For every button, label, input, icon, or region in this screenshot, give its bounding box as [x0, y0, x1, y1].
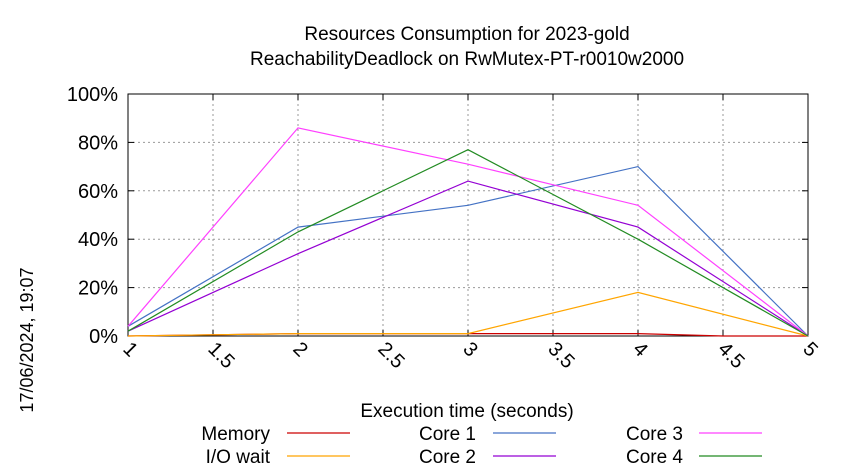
y-tick-label: 100%: [67, 84, 118, 106]
chart-title-line-2: ReachabilityDeadlock on RwMutex-PT-r0010…: [250, 49, 684, 70]
y-tick-label: 60%: [78, 181, 118, 203]
x-tick-label: 5: [798, 338, 821, 361]
x-tick-label: 4.5: [713, 338, 748, 373]
chart-title-line-1: Resources Consumption for 2023-gold: [304, 24, 629, 45]
x-tick-label: 1: [118, 338, 141, 361]
y-axis-ticks: 0% 20% 40% 60% 80% 100%: [67, 84, 808, 348]
series-line-core-1: [127, 165, 809, 337]
grid-lines: [127, 93, 809, 337]
series-line-core-2: [127, 180, 809, 337]
x-tick-label: 4: [628, 338, 651, 361]
x-tick-label: 3.5: [543, 338, 578, 373]
data-series: [127, 127, 809, 337]
legend-label-core-2: Core 2: [419, 447, 476, 468]
series-line-core-3: [127, 127, 809, 337]
legend-label-core-4: Core 4: [626, 447, 683, 468]
y-tick-label: 40%: [78, 229, 118, 251]
y-tick-label: 0%: [89, 326, 118, 348]
x-tick-label: 3: [458, 338, 481, 361]
x-tick-label: 2.5: [373, 338, 408, 373]
series-line-i-o-wait: [127, 291, 809, 337]
legend-label-core-1: Core 1: [419, 424, 476, 445]
x-tick-label: 1.5: [203, 338, 238, 373]
legend-label-core-3: Core 3: [626, 424, 683, 445]
series-line-core-4: [127, 149, 809, 337]
legend-label-i-o-wait: I/O wait: [206, 447, 271, 468]
timestamp-label: 17/06/2024, 19:07: [17, 267, 37, 412]
y-tick-label: 20%: [78, 278, 118, 300]
legend-label-memory: Memory: [201, 424, 270, 445]
x-axis-label: Execution time (seconds): [360, 401, 573, 422]
x-tick-label: 2: [288, 338, 311, 361]
x-axis-ticks: 1 1.5 2 2.5 3 3.5 4 4.5 5: [118, 94, 822, 373]
y-tick-label: 80%: [78, 132, 118, 154]
